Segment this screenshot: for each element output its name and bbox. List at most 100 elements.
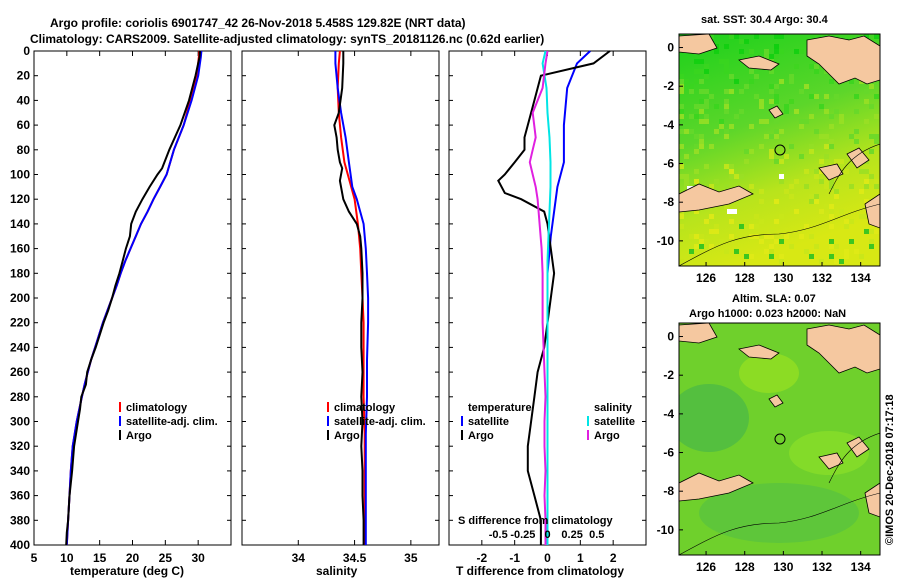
legend-s-satellite-swatch: [587, 416, 589, 426]
legend-satellite-swatch: [327, 416, 329, 426]
map-x-tick-label: 128: [735, 271, 755, 285]
legend-t-argo-swatch: [461, 430, 463, 440]
map-y-tick-label: 0: [667, 330, 674, 344]
y-tick-label: 320: [10, 439, 30, 453]
bathymetry-contours: [679, 432, 880, 555]
s-tick-label: 0.25: [561, 529, 582, 541]
x-tick-label: 34.5: [343, 551, 367, 565]
legend-argo: Argo: [334, 430, 360, 442]
series-line-satellite-adj-clim-: [334, 51, 370, 545]
x-tick-label: 30: [191, 551, 205, 565]
legend-temperature-header: temperature: [468, 402, 532, 414]
map-y-tick-label: -8: [663, 484, 674, 498]
salinity-axes: 34 34.5 35: [242, 50, 439, 565]
y-tick-label: 200: [10, 291, 30, 305]
series-line-s-satellite: [541, 50, 552, 545]
series-line-argo: [333, 51, 365, 545]
legend-satellite-swatch: [119, 416, 121, 426]
salinity-legend: climatology satellite-adj. clim. Argo: [327, 402, 426, 442]
map-y-tick-label: -6: [663, 446, 674, 460]
map-x-tick-label: 128: [735, 560, 755, 574]
difference-legend: temperature satellite Argo salinity sate…: [461, 402, 635, 442]
y-tick-label: 380: [10, 513, 30, 527]
argo-location-marker: [774, 433, 786, 445]
x-tick-label: 34: [292, 551, 306, 565]
difference-series: [497, 50, 611, 545]
x-tick-label: -1: [509, 551, 520, 565]
temperature-plot-frame: [33, 50, 232, 546]
legend-s-argo: Argo: [594, 430, 620, 442]
land-masses: [679, 323, 880, 518]
y-tick-label: 220: [10, 316, 30, 330]
sst-map-axes: 126 128 130 132 134 0 -2 -4 -6 -8 -10: [657, 41, 871, 285]
y-tick-label: 100: [10, 168, 30, 182]
y-tick-label: 40: [17, 93, 31, 107]
x-tick-label: 25: [159, 551, 173, 565]
s-tick-label: 0.5: [589, 529, 604, 541]
y-tick-label: 140: [10, 217, 30, 231]
temperature-panel: 0 20 40 60 80 100 120 140 160 180 200 220 240 260 280 3…: [10, 44, 232, 578]
sst-map: [679, 34, 880, 266]
legend-climatology: climatology: [126, 402, 188, 414]
y-tick-label: 180: [10, 266, 30, 280]
temperature-series: [65, 50, 203, 546]
land-masses: [679, 34, 880, 229]
map-y-tick-label: -10: [657, 523, 675, 537]
legend-climatology: climatology: [334, 402, 396, 414]
s-tick-label: -0.5: [489, 529, 508, 541]
sla-map-title-line2: Argo h1000: 0.023 h2000: NaN: [689, 308, 846, 320]
y-tick-label: 300: [10, 415, 30, 429]
series-line-s-argo: [528, 50, 549, 545]
map-x-tick-label: 132: [812, 271, 832, 285]
salinity-series: [333, 50, 370, 545]
legend-argo: Argo: [126, 430, 152, 442]
sla-map-axes: 126 128 130 132 134 0 -2 -4 -6 -8 -10: [657, 330, 871, 574]
map-x-tick-label: 126: [696, 271, 716, 285]
map-x-tick-label: 130: [773, 271, 793, 285]
sla-map-title-line1: Altim. SLA: 0.07: [732, 293, 816, 305]
x-tick-label: 1: [577, 551, 584, 565]
legend-salinity-header: salinity: [594, 402, 633, 414]
x-tick-label: 2: [610, 551, 617, 565]
s-tick-label: 0: [544, 529, 550, 541]
series-line-t-satellite: [546, 50, 591, 545]
figure-title-line2: Climatology: CARS2009. Satellite-adjuste…: [30, 32, 544, 46]
legend-t-satellite-swatch: [461, 416, 463, 426]
difference-panel: -2 -1 0 1 2 S difference from climatology -0…: [448, 50, 647, 578]
s-difference-ticks: -0.5 -0.25 0 0.25 0.5: [489, 529, 605, 541]
map-y-tick-label: -2: [663, 79, 674, 93]
map-x-tick-label: 134: [851, 271, 871, 285]
map-y-tick-label: -6: [663, 157, 674, 171]
series-line-t-argo: [497, 50, 611, 545]
legend-satellite-adj: satellite-adj. clim.: [126, 416, 218, 428]
map-y-tick-label: -4: [663, 407, 674, 421]
bathymetry-contours: [679, 143, 880, 266]
s-tick-label: -0.25: [510, 529, 535, 541]
map-y-tick-label: -8: [663, 195, 674, 209]
map-y-tick-label: 0: [667, 41, 674, 55]
map-y-tick-label: -2: [663, 368, 674, 382]
map-x-tick-label: 134: [851, 560, 871, 574]
y-tick-label: 160: [10, 242, 30, 256]
salinity-panel: 34 34.5 35 salinity climatology satellite-…: [241, 50, 440, 578]
x-tick-label: 20: [126, 551, 140, 565]
y-tick-label: 360: [10, 489, 30, 503]
legend-s-satellite: satellite: [594, 416, 635, 428]
y-tick-label: 260: [10, 365, 30, 379]
legend-satellite-adj: satellite-adj. clim.: [334, 416, 426, 428]
argo-location-marker: [774, 144, 786, 156]
legend-climatology-swatch: [327, 402, 329, 412]
difference-axes: -2 -1 0 1 2: [449, 50, 646, 565]
sst-map-title: sat. SST: 30.4 Argo: 30.4: [701, 14, 829, 26]
sla-map-frame: [678, 322, 881, 556]
legend-argo-swatch: [119, 430, 121, 440]
legend-t-argo: Argo: [468, 430, 494, 442]
sst-map-frame: [678, 33, 881, 267]
difference-xlabel: T difference from climatology: [456, 564, 624, 578]
temperature-xlabel: temperature (deg C): [70, 564, 184, 578]
x-tick-label: 35: [404, 551, 418, 565]
x-tick-label: 15: [93, 551, 107, 565]
legend-climatology-swatch: [119, 402, 121, 412]
legend-argo-swatch: [327, 430, 329, 440]
